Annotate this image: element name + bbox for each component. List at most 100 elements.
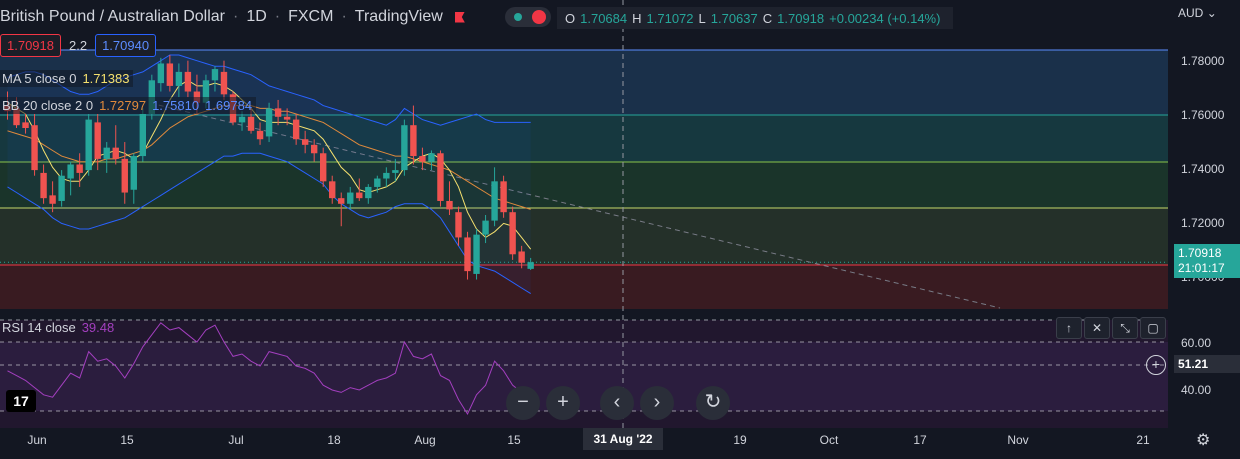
exchange: FXCM bbox=[288, 8, 334, 25]
candle-body bbox=[31, 125, 38, 171]
candle-body bbox=[22, 122, 29, 129]
rsi-value: 39.48 bbox=[81, 320, 115, 335]
candle-body bbox=[112, 147, 119, 159]
zoom-in-button[interactable]: + bbox=[546, 386, 580, 420]
price-tick: 1.72000 bbox=[1181, 216, 1225, 230]
candle-body bbox=[491, 181, 498, 221]
candle-body bbox=[518, 251, 525, 263]
candle-body bbox=[482, 220, 489, 235]
candle-body bbox=[94, 122, 101, 159]
candle-body bbox=[356, 192, 363, 199]
pane-collapse-button[interactable]: ⤡ bbox=[1112, 317, 1138, 339]
candle-body bbox=[175, 71, 183, 86]
candle-body bbox=[184, 71, 192, 92]
high-label: H bbox=[632, 10, 642, 26]
price-tick: 1.74000 bbox=[1181, 162, 1225, 176]
candle-body bbox=[500, 181, 507, 213]
candle-body bbox=[446, 200, 453, 210]
zoom-out-button[interactable]: − bbox=[506, 386, 540, 420]
add-alert-plus-icon[interactable]: + bbox=[1146, 355, 1166, 375]
open-label: O bbox=[565, 10, 576, 26]
time-tick: 18 bbox=[327, 433, 341, 447]
rsi-tick: 60.00 bbox=[1181, 336, 1212, 350]
candle-body bbox=[121, 158, 128, 193]
time-tick: 15 bbox=[507, 433, 521, 447]
gear-icon[interactable]: ⚙ bbox=[1196, 432, 1211, 449]
scroll-left-button[interactable]: ‹ bbox=[600, 386, 634, 420]
currency-label: AUD bbox=[1178, 6, 1204, 20]
wave-icon bbox=[531, 10, 546, 24]
candle-body bbox=[320, 153, 327, 182]
high-value: 1.71072 bbox=[646, 10, 694, 26]
candle-body bbox=[40, 172, 47, 199]
interval[interactable]: 1D bbox=[246, 8, 267, 25]
rsi-legend[interactable]: RSI 14 close 39.48 bbox=[0, 319, 118, 336]
symbol-name[interactable]: British Pound / Australian Dollar bbox=[0, 8, 225, 25]
flag-icon[interactable] bbox=[454, 11, 465, 23]
bb-lower-line bbox=[7, 152, 531, 295]
data-source: TradingView bbox=[354, 8, 443, 25]
bb-legend[interactable]: BB 20 close 2 0 1.72797 1.75810 1.69784 bbox=[0, 97, 257, 114]
ma-legend[interactable]: MA 5 close 0 1.71383 bbox=[0, 70, 134, 87]
scroll-right-button[interactable]: › bbox=[640, 386, 674, 420]
current-price-tag: 1.70918 21:01:17 bbox=[1174, 244, 1240, 278]
crosshair-date-tag: 31 Aug '22 bbox=[583, 428, 663, 450]
price-tick: 1.78000 bbox=[1181, 54, 1225, 68]
candle-body bbox=[130, 156, 137, 190]
candle-body bbox=[49, 195, 56, 204]
market-open-dot-icon bbox=[513, 13, 522, 21]
header-separator: · bbox=[274, 8, 281, 25]
header-separator: · bbox=[233, 8, 239, 25]
candle-body bbox=[58, 175, 65, 201]
candle-body bbox=[256, 130, 264, 140]
candle-body bbox=[76, 164, 83, 173]
zone-green bbox=[0, 162, 1168, 208]
candle-body bbox=[292, 119, 300, 140]
reset-chart-button[interactable]: ↻ bbox=[696, 386, 730, 420]
bar-countdown: 21:01:17 bbox=[1178, 261, 1225, 275]
rsi-tick: 40.00 bbox=[1181, 383, 1212, 397]
time-tick: 17 bbox=[913, 433, 927, 447]
candle-body bbox=[13, 108, 20, 126]
time-tick: Jun bbox=[27, 433, 47, 447]
candle-body bbox=[139, 113, 146, 157]
candle-body bbox=[103, 147, 110, 159]
market-status-toggle[interactable] bbox=[504, 7, 551, 27]
header-separator: · bbox=[341, 8, 347, 25]
candle-body bbox=[157, 63, 165, 84]
candle-body bbox=[437, 153, 444, 201]
tradingview-logo-icon[interactable]: 17 bbox=[6, 390, 36, 412]
pane-maximize-button[interactable]: ▢ bbox=[1140, 317, 1166, 339]
bb-upper-value: 1.75810 bbox=[152, 98, 200, 113]
candle-body bbox=[166, 63, 174, 86]
candle-body bbox=[473, 234, 480, 274]
candle-body bbox=[247, 116, 255, 131]
candle-body bbox=[310, 144, 318, 154]
candle-body bbox=[67, 164, 74, 179]
buy-button[interactable]: 1.70940 bbox=[95, 34, 157, 57]
candle-body bbox=[383, 172, 390, 179]
zone-olive bbox=[0, 208, 1168, 265]
spread-value: 2.2 bbox=[69, 38, 88, 53]
time-tick: 19 bbox=[733, 433, 747, 447]
candle-body bbox=[509, 212, 516, 255]
low-value: 1.70637 bbox=[710, 10, 758, 26]
candle-body bbox=[464, 237, 471, 272]
close-label: C bbox=[762, 10, 773, 26]
pane-move-up-button[interactable]: ↑ bbox=[1056, 317, 1082, 339]
candle-body bbox=[220, 71, 228, 95]
low-label: L bbox=[698, 10, 706, 26]
zone-teal bbox=[0, 115, 1168, 162]
rsi-label: RSI 14 close bbox=[2, 320, 76, 335]
currency-selector[interactable]: AUD ⌄ bbox=[1178, 6, 1217, 20]
candle-body bbox=[410, 125, 417, 157]
candle-body bbox=[365, 186, 372, 199]
sell-button[interactable]: 1.70918 bbox=[0, 34, 61, 57]
candle-body bbox=[428, 153, 435, 162]
candle-body bbox=[338, 198, 345, 204]
time-tick: Jul bbox=[228, 433, 244, 447]
pane-close-button[interactable]: ✕ bbox=[1084, 317, 1110, 339]
buy-sell-panel: 1.70918 2.2 1.70940 bbox=[0, 34, 157, 57]
candle-body bbox=[265, 108, 273, 137]
